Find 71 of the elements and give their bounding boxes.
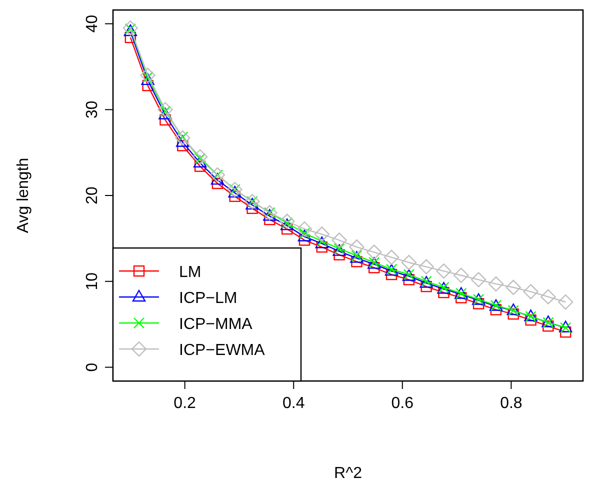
x-axis-title: R^2 — [334, 465, 362, 482]
point — [525, 314, 536, 326]
point — [246, 202, 258, 214]
y-tick-label: 20 — [84, 186, 101, 204]
point — [229, 190, 240, 202]
point — [176, 135, 190, 147]
point — [298, 234, 310, 246]
y-tick-label: 40 — [84, 14, 101, 33]
point — [438, 286, 450, 298]
point — [140, 68, 156, 83]
point — [314, 226, 330, 242]
point — [349, 239, 364, 255]
point — [158, 108, 172, 120]
point — [384, 250, 400, 265]
legend-label: ICP−LM — [179, 290, 238, 307]
point — [158, 102, 173, 118]
point — [160, 114, 171, 126]
point — [296, 221, 312, 237]
point — [401, 254, 417, 270]
point — [523, 284, 538, 300]
point — [366, 244, 382, 260]
point — [175, 130, 190, 146]
point — [334, 249, 345, 260]
point — [490, 304, 502, 316]
point — [316, 241, 328, 253]
point — [403, 274, 415, 286]
point — [506, 280, 521, 295]
y-tick-label: 30 — [84, 100, 101, 119]
point — [281, 223, 293, 235]
point — [210, 172, 224, 185]
point — [228, 186, 242, 198]
point — [436, 263, 452, 279]
point — [263, 209, 276, 221]
point — [368, 262, 380, 274]
point — [472, 298, 484, 310]
y-tick-label: 0 — [84, 362, 101, 372]
point — [298, 230, 312, 242]
legend-label: ICP−EWMA — [179, 342, 266, 359]
point — [141, 73, 154, 86]
point — [508, 308, 519, 320]
point — [418, 259, 434, 274]
legend-label: LM — [179, 264, 202, 281]
point — [456, 292, 467, 304]
point — [540, 289, 556, 304]
point — [264, 214, 276, 226]
point — [332, 232, 347, 248]
x-tick-label: 0.2 — [174, 395, 196, 412]
point — [122, 20, 138, 36]
point — [192, 149, 208, 164]
point — [470, 272, 486, 288]
point — [194, 160, 206, 172]
point — [279, 214, 295, 229]
x-tick-label: 0.8 — [500, 395, 522, 412]
point — [351, 256, 362, 268]
point — [212, 178, 224, 190]
point — [558, 294, 574, 310]
point — [142, 80, 154, 92]
point — [488, 276, 504, 292]
point — [542, 320, 554, 332]
x-tick-label: 0.6 — [391, 395, 414, 412]
point — [560, 326, 572, 338]
point — [454, 268, 469, 283]
point — [177, 140, 188, 152]
point — [420, 280, 432, 292]
point — [246, 198, 259, 210]
point — [386, 268, 398, 280]
legend-label: ICP−MMA — [179, 316, 253, 333]
point — [124, 32, 136, 44]
x-tick-label: 0.4 — [282, 395, 305, 412]
y-tick-label: 10 — [84, 272, 101, 290]
y-axis-title: Avg length — [15, 158, 32, 234]
